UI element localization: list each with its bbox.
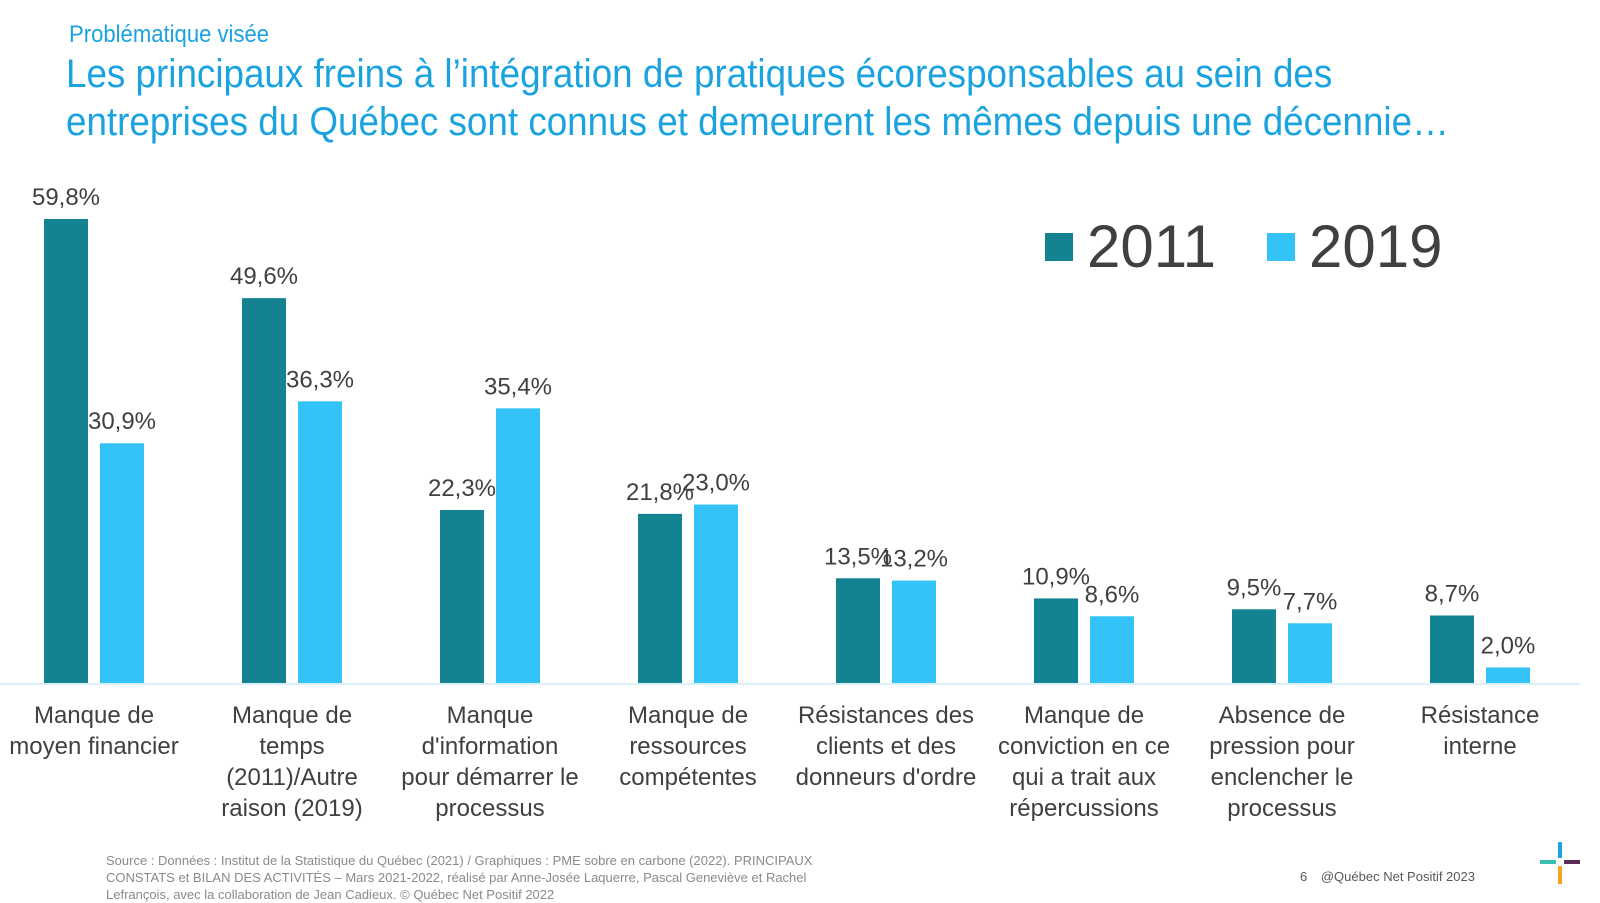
data-label-2011-5: 10,9% — [1022, 563, 1090, 590]
bar-2019-3 — [694, 504, 738, 683]
bar-2011-4 — [836, 578, 880, 683]
copyright-text: @Québec Net Positif 2023 — [1320, 869, 1475, 884]
data-label-2011-2: 22,3% — [428, 475, 496, 502]
data-label-2011-6: 9,5% — [1227, 574, 1282, 601]
category-label-4: Résistances des clients et des donneurs … — [795, 702, 977, 791]
footer: 6 @Québec Net Positif 2023 — [1300, 869, 1475, 884]
data-label-2011-3: 21,8% — [626, 479, 694, 506]
page-title: Les principaux freins à l’intégration de… — [66, 52, 1449, 144]
data-label-2019-3: 23,0% — [682, 470, 750, 497]
category-label-2: Manque d'information pour démarrer le pr… — [401, 702, 579, 822]
data-label-2019-6: 7,7% — [1283, 588, 1338, 615]
category-label-3: Manque de ressources compétentes — [619, 702, 757, 791]
bar-2011-0 — [44, 219, 88, 683]
data-label-2011-0: 59,8% — [32, 184, 100, 211]
page-number: 6 — [1300, 869, 1308, 884]
data-label-2019-4: 13,2% — [880, 546, 948, 573]
data-label-2019-1: 36,3% — [286, 366, 354, 393]
legend-item-2019: 2019 — [1267, 212, 1442, 282]
data-label-2019-2: 35,4% — [484, 373, 552, 400]
bar-2019-5 — [1090, 616, 1134, 683]
bar-2019-6 — [1288, 623, 1332, 683]
legend-label-2011: 2011 — [1087, 213, 1217, 280]
bar-2011-3 — [638, 513, 682, 683]
bar-2019-0 — [100, 443, 144, 683]
legend-swatch-2019 — [1267, 233, 1295, 261]
data-label-2011-4: 13,5% — [824, 543, 892, 570]
category-label-6: Absence de pression pour enclencher le p… — [1209, 702, 1355, 822]
data-label-2011-7: 8,7% — [1425, 580, 1480, 607]
bar-2011-5 — [1034, 598, 1078, 683]
legend-swatch-2011 — [1045, 233, 1073, 261]
bar-2011-1 — [242, 298, 286, 683]
data-label-2019-0: 30,9% — [88, 408, 156, 435]
section-kicker: Problématique visée — [69, 21, 270, 48]
bar-2019-4 — [892, 580, 936, 683]
legend-label-2019: 2019 — [1309, 213, 1443, 280]
source-note: Source : Données : Institut de la Statis… — [106, 853, 813, 902]
bar-2019-7 — [1486, 667, 1530, 683]
data-label-2019-7: 2,0% — [1481, 632, 1536, 659]
category-label-0: Manque de moyen financier — [9, 702, 179, 760]
bar-2019-2 — [496, 408, 540, 683]
data-label-2019-5: 8,6% — [1085, 581, 1140, 608]
bar-2011-6 — [1232, 609, 1276, 683]
legend-item-2011: 2011 — [1045, 212, 1216, 282]
category-label-5: Manque de conviction en ce qui a trait a… — [997, 702, 1171, 822]
category-label-7: Résistance interne — [1420, 702, 1540, 760]
bar-2011-2 — [440, 509, 484, 683]
bar-2019-1 — [298, 401, 342, 683]
data-label-2011-1: 49,6% — [230, 263, 298, 290]
quebec-net-positif-cross-logo — [1540, 842, 1580, 884]
bar-2011-7 — [1430, 615, 1474, 683]
category-label-1: Manque de temps (2011)/Autre raison (201… — [221, 702, 363, 822]
